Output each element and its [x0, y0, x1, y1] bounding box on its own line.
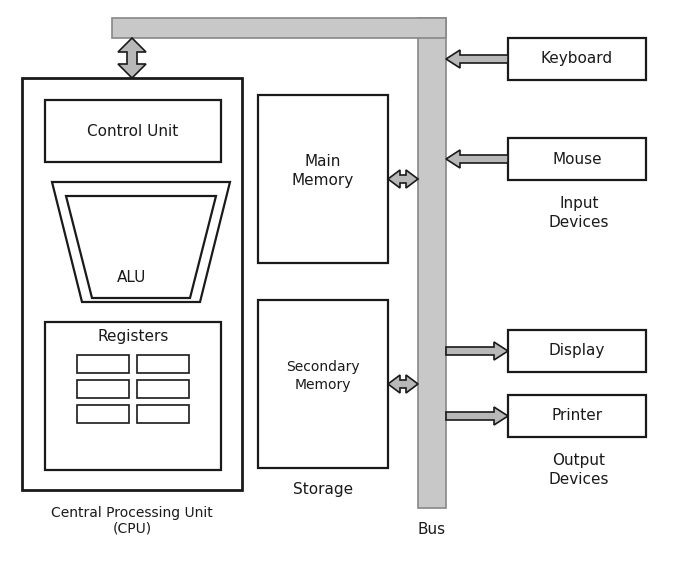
Bar: [508, 330, 646, 372]
Bar: [258, 95, 388, 263]
Text: Display: Display: [549, 344, 606, 358]
Bar: [258, 300, 388, 468]
Polygon shape: [66, 196, 216, 298]
Bar: [137, 355, 189, 373]
Text: Output
Devices: Output Devices: [549, 453, 609, 487]
Text: ALU: ALU: [118, 269, 147, 285]
Text: Secondary
Memory: Secondary Memory: [286, 360, 360, 392]
Polygon shape: [388, 170, 418, 188]
Bar: [508, 138, 646, 180]
Bar: [137, 380, 189, 398]
Polygon shape: [388, 375, 418, 393]
Text: Storage: Storage: [293, 482, 353, 497]
Text: Keyboard: Keyboard: [541, 52, 613, 66]
Text: Mouse: Mouse: [552, 152, 602, 166]
Bar: [77, 355, 129, 373]
Polygon shape: [446, 407, 508, 425]
Text: Printer: Printer: [552, 408, 603, 424]
Polygon shape: [52, 182, 230, 302]
Text: Bus: Bus: [418, 522, 446, 537]
Bar: [77, 380, 129, 398]
Text: Control Unit: Control Unit: [88, 123, 178, 139]
Bar: [418, 18, 446, 508]
Text: (CPU): (CPU): [113, 521, 152, 535]
Bar: [508, 395, 646, 437]
Polygon shape: [446, 150, 508, 168]
Text: Input
Devices: Input Devices: [549, 196, 609, 229]
Bar: [112, 18, 446, 38]
Polygon shape: [118, 38, 146, 78]
Bar: [137, 405, 189, 423]
Bar: [45, 322, 221, 470]
Text: Registers: Registers: [97, 329, 169, 345]
Bar: [508, 38, 646, 80]
Bar: [45, 100, 221, 162]
Text: Central Processing Unit: Central Processing Unit: [51, 506, 213, 520]
Polygon shape: [446, 342, 508, 360]
Polygon shape: [446, 50, 508, 68]
Bar: [22, 78, 242, 490]
Bar: [77, 405, 129, 423]
Text: Main
Memory: Main Memory: [292, 153, 354, 189]
